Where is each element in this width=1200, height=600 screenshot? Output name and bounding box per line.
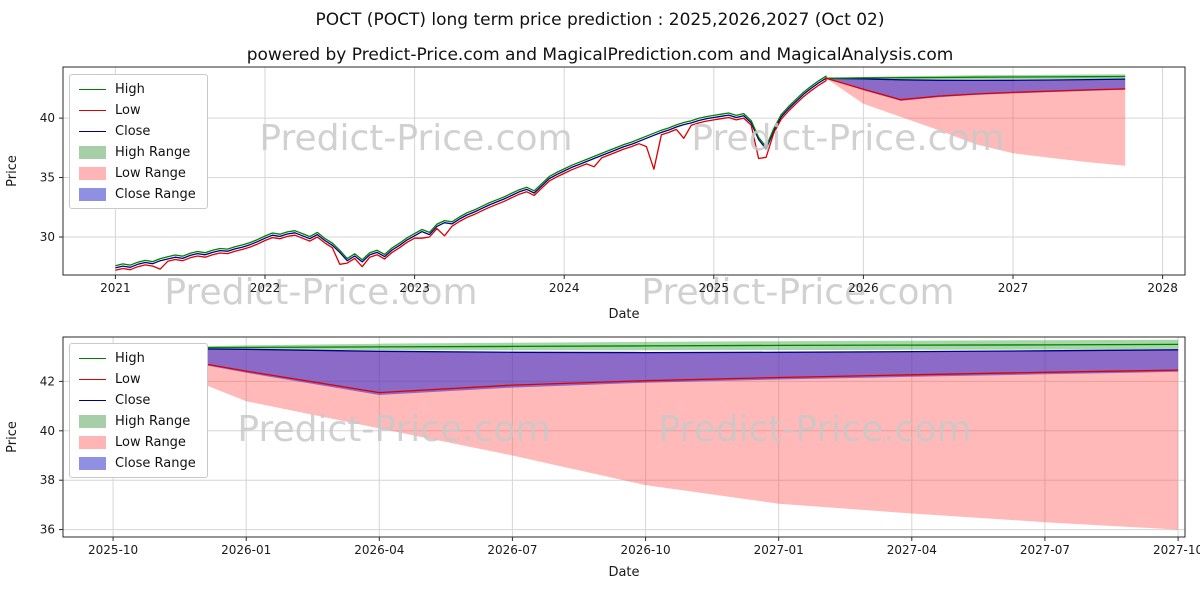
plot-border — [62, 66, 1186, 276]
legend-item-close: Close — [79, 392, 196, 408]
legend-label: High — [115, 350, 145, 366]
x-tick-label: 2027-07 — [1020, 543, 1070, 557]
legend-label: Close Range — [115, 455, 196, 471]
legend-item-low: Low — [79, 102, 196, 118]
legend-patch-swatch — [79, 435, 106, 449]
legend-item-high: High — [79, 81, 196, 97]
y-tick-label: 40 — [40, 424, 55, 438]
legend-item-high-range: High Range — [79, 413, 196, 429]
x-tick-label: 2027-10 — [1153, 543, 1200, 557]
legend-item-close: Close — [79, 123, 196, 139]
close-line — [113, 347, 1179, 354]
x-axis-label: Date — [608, 307, 639, 322]
x-tick-label: 2027-01 — [754, 543, 804, 557]
legend-label: High Range — [115, 413, 191, 429]
low-line — [115, 77, 1126, 271]
legend-item-low: Low — [79, 371, 196, 387]
legend-item-high-range: High Range — [79, 144, 196, 160]
bottom-chart: Predict-Price.com Predict-Price.com 2025-1… — [5, 336, 1200, 580]
legend-label: Low — [115, 371, 141, 387]
x-tick-label: 2026-10 — [621, 543, 671, 557]
watermark-text: Predict-Price.com — [259, 118, 572, 159]
x-tick-label: 2028 — [1147, 281, 1178, 295]
y-axis-label: Price — [5, 421, 20, 453]
legend-label: High Range — [115, 144, 191, 160]
x-tick-label: 2021 — [100, 281, 131, 295]
legend-item-low-range: Low Range — [79, 434, 196, 450]
x-tick-label: 2022 — [250, 281, 281, 295]
legend-patch-swatch — [79, 145, 106, 159]
legend-patch-swatch — [79, 166, 106, 180]
legend-patch-swatch — [79, 456, 106, 470]
top-chart: Predict-Price.com Predict-Price.com Predic… — [5, 66, 1186, 322]
legend-line-swatch — [79, 378, 106, 380]
legend-label: High — [115, 81, 145, 97]
x-tick-label: 2024 — [549, 281, 580, 295]
y-tick-label: 30 — [40, 230, 55, 244]
watermark-text: Predict-Price.com — [164, 272, 477, 313]
y-tick-label: 40 — [40, 111, 55, 125]
watermark-text: Predict-Price.com — [641, 272, 954, 313]
legend-label: Low Range — [115, 165, 186, 181]
legend-line-swatch — [79, 88, 106, 90]
watermark-text: Predict-Price.com — [237, 409, 550, 450]
high-line — [115, 75, 1126, 267]
x-tick-label: 2026-01 — [221, 543, 271, 557]
legend-line-swatch — [79, 109, 106, 111]
page-title: POCT (POCT) long term price prediction :… — [315, 10, 885, 30]
watermark-text: Predict-Price.com — [658, 409, 971, 450]
x-tick-label: 2026-07 — [487, 543, 537, 557]
x-tick-label: 2025 — [699, 281, 730, 295]
high-range-band — [113, 339, 1179, 351]
x-axis-label: Date — [608, 565, 639, 580]
legend-label: Close — [115, 392, 151, 408]
close-range-band — [826, 78, 1126, 101]
close-line — [115, 77, 1126, 269]
legend-patch-swatch — [79, 414, 106, 428]
y-tick-label: 42 — [40, 374, 55, 388]
page-subtitle: powered by Predict-Price.com and Magical… — [246, 45, 954, 65]
legend-label: Close Range — [115, 186, 196, 202]
legend-item-high: High — [79, 350, 196, 366]
x-tick-label: 2027 — [998, 281, 1029, 295]
y-tick-label: 35 — [40, 171, 55, 185]
legend-bottom: High Low Close High Range Low Range Close Ran… — [69, 343, 208, 478]
legend-label: Low Range — [115, 434, 186, 450]
legend-line-swatch — [79, 130, 106, 132]
x-tick-label: 2026-04 — [354, 543, 404, 557]
y-axis-label: Price — [5, 155, 20, 187]
legend-patch-swatch — [79, 187, 106, 201]
x-tick-label: 2026 — [848, 281, 879, 295]
legend-line-swatch — [79, 357, 106, 359]
high-line — [113, 343, 1179, 349]
watermark-text: Predict-Price.com — [691, 118, 1004, 159]
x-tick-label: 2025-10 — [88, 543, 138, 557]
plot-border — [62, 336, 1186, 538]
legend-label: Low — [115, 102, 141, 118]
legend-item-close-range: Close Range — [79, 186, 196, 202]
y-tick-label: 38 — [40, 473, 55, 487]
legend-item-close-range: Close Range — [79, 455, 196, 471]
x-tick-label: 2023 — [399, 281, 430, 295]
legend-top: High Low Close High Range Low Range Close Ran… — [69, 74, 208, 209]
legend-label: Close — [115, 123, 151, 139]
low-line — [112, 347, 1179, 394]
y-tick-label: 36 — [40, 523, 55, 537]
legend-line-swatch — [79, 399, 106, 401]
close-range-band — [113, 348, 1179, 395]
legend-item-low-range: Low Range — [79, 165, 196, 181]
x-tick-label: 2027-04 — [887, 543, 937, 557]
